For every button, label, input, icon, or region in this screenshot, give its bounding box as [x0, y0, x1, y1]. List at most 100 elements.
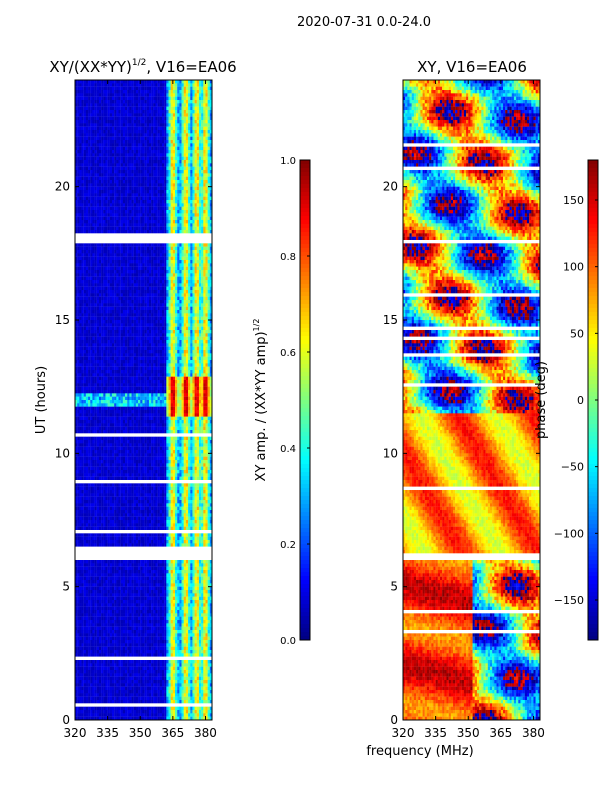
amplitude-cell [114, 273, 117, 277]
amplitude-cell [194, 313, 197, 317]
amplitude-cell [177, 323, 180, 327]
amplitude-cell [101, 190, 104, 194]
amplitude-cell [98, 276, 102, 281]
amplitude-cell [190, 186, 193, 191]
amplitude-cell [142, 336, 145, 341]
amplitude-cell [144, 100, 147, 104]
amplitude-cell [140, 276, 143, 281]
amplitude-cell [120, 186, 123, 191]
amplitude-cell [111, 90, 115, 94]
amplitude-cell [138, 350, 141, 354]
amplitude-cell [120, 113, 123, 117]
amplitude-cell [201, 106, 204, 111]
amplitude-cell [79, 213, 82, 217]
amplitude-cell [201, 263, 204, 267]
amplitude-cell [198, 96, 202, 101]
amplitude-cell [92, 216, 95, 221]
amplitude-cell [148, 246, 152, 251]
amplitude-cell [114, 186, 117, 191]
amplitude-cell [172, 320, 176, 324]
amplitude-cell [75, 320, 78, 324]
amplitude-cell [77, 300, 80, 304]
amplitude-cell [127, 323, 130, 327]
amplitude-cell [170, 150, 173, 154]
amplitude-cell [172, 306, 176, 311]
amplitude-cell [83, 280, 87, 284]
amplitude-cell [94, 306, 97, 311]
amplitude-cell [114, 133, 117, 137]
amplitude-cell [179, 260, 182, 264]
amplitude-cell [161, 160, 165, 164]
amplitude-cell [144, 320, 147, 324]
amplitude-cell [105, 160, 108, 164]
amplitude-cell [129, 150, 132, 154]
amplitude-cell [201, 100, 204, 104]
amplitude-cell [114, 326, 117, 331]
amplitude-cell [85, 346, 89, 351]
amplitude-cell [79, 273, 82, 277]
amplitude-cell [125, 116, 128, 121]
amplitude-cell [168, 216, 171, 221]
amplitude-cell [81, 123, 84, 127]
amplitude-cell [179, 110, 182, 114]
amplitude-cell [190, 283, 193, 287]
amplitude-cell [103, 226, 106, 231]
amplitude-cell [188, 270, 191, 274]
amplitude-cell [105, 253, 108, 257]
amplitude-cell [164, 320, 167, 324]
amplitude-cell [168, 316, 171, 321]
amplitude-cell [196, 250, 200, 254]
amplitude-cell [118, 100, 121, 104]
amplitude-cell [120, 136, 123, 141]
amplitude-cell [157, 116, 160, 121]
amplitude-cell [85, 293, 89, 297]
amplitude-cell [103, 310, 106, 314]
amplitude-cell [153, 293, 156, 297]
amplitude-cell [83, 330, 87, 334]
amplitude-cell [77, 310, 80, 314]
amplitude-cell [79, 96, 82, 101]
amplitude-cell [203, 340, 206, 344]
amplitude-cell [77, 140, 80, 144]
amplitude-cell [168, 246, 171, 251]
amplitude-cell [175, 103, 178, 107]
amplitude-cell [77, 213, 80, 217]
amplitude-cell [138, 286, 141, 291]
amplitude-cell [177, 256, 180, 261]
amplitude-cell [153, 210, 156, 214]
amplitude-cell [111, 153, 115, 157]
amplitude-cell [196, 323, 200, 327]
amplitude-cell [103, 176, 106, 181]
amplitude-cell [116, 310, 119, 314]
amplitude-cell [122, 226, 126, 231]
amplitude-cell [172, 103, 176, 107]
amplitude-cell [177, 336, 180, 341]
amplitude-cell [127, 273, 130, 277]
amplitude-cell [151, 193, 154, 197]
amplitude-cell [103, 213, 106, 217]
amplitude-cell [183, 306, 187, 311]
amplitude-cell [138, 243, 141, 247]
amplitude-cell [105, 336, 108, 341]
amplitude-cell [129, 226, 132, 231]
amplitude-cell [192, 250, 195, 254]
amplitude-cell [192, 116, 195, 121]
amplitude-cell [98, 290, 102, 294]
amplitude-cell [164, 170, 167, 174]
amplitude-cell [140, 286, 143, 291]
amplitude-cell [172, 150, 176, 154]
amplitude-cell [77, 206, 80, 211]
amplitude-cell [148, 290, 152, 294]
amplitude-cell [120, 126, 123, 131]
amplitude-cell [203, 193, 206, 197]
amplitude-cell [190, 263, 193, 267]
amplitude-cell [79, 103, 82, 107]
amplitude-cell [205, 316, 208, 321]
amplitude-cell [138, 316, 141, 321]
amplitude-cell [133, 250, 137, 254]
amplitude-cell [196, 143, 200, 147]
amplitude-cell [146, 130, 150, 134]
amplitude-cell [127, 153, 130, 157]
amplitude-cell [179, 120, 182, 124]
amplitude-cell [155, 173, 158, 177]
